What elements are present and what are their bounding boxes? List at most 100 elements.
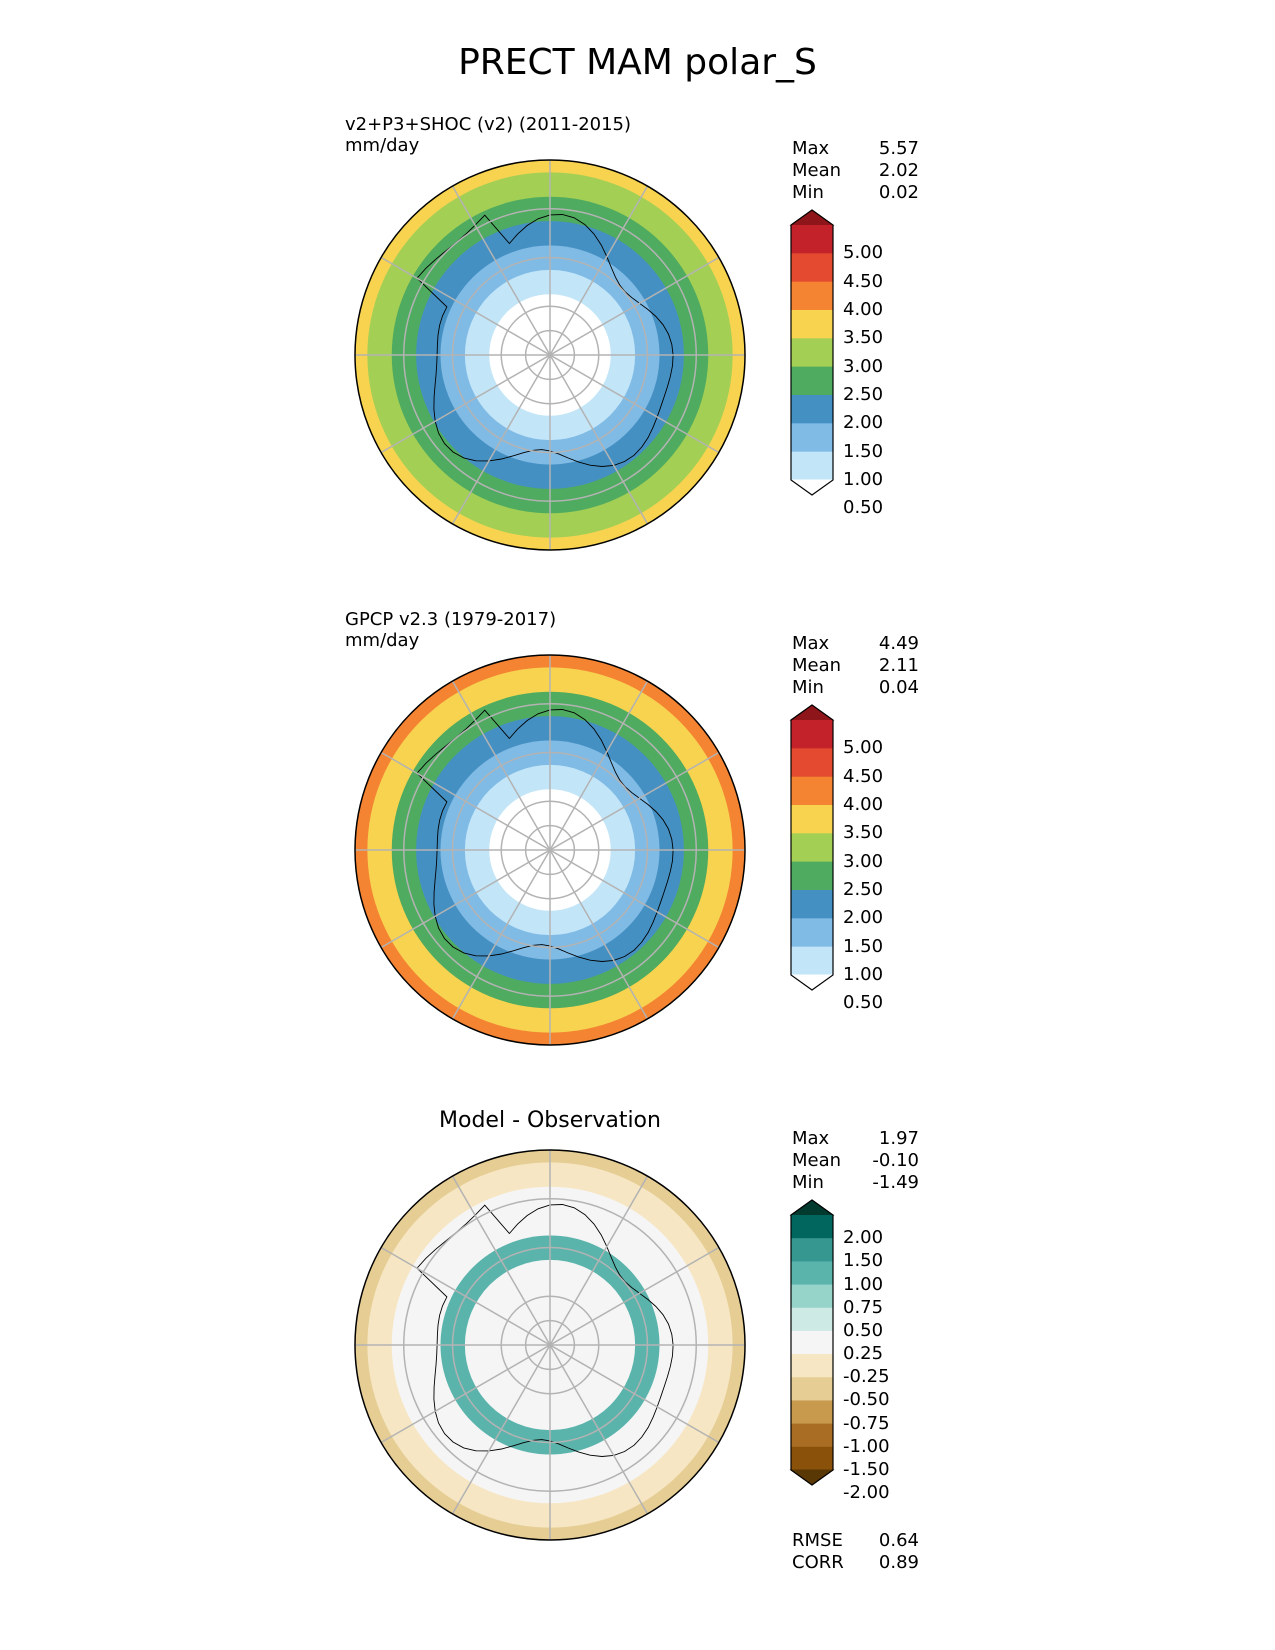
colorbar-segment (791, 861, 833, 891)
colorbar-segment (791, 281, 833, 311)
colorbar-segment (791, 253, 833, 283)
colorbar-segment (791, 1307, 833, 1332)
colorbar-tick-label: 5.00 (843, 737, 884, 759)
map-boundary (354, 654, 746, 1046)
panel-subtitle: GPCP v2.3 (1979-2017) (345, 609, 557, 630)
panel-observation: GPCP v2.3 (1979-2017) mm/day Max 4.49 Me… (0, 605, 1275, 1085)
colorbar-tick-label: 0.75 (843, 1296, 884, 1318)
stat-min-label: Min (792, 677, 824, 698)
colorbar-segment (791, 776, 833, 806)
longitude-gridline (380, 1246, 720, 1444)
colorbar-tick-label: -1.50 (843, 1459, 890, 1480)
colorbar-tick-label: 2.50 (843, 879, 884, 900)
colorbar-segment (791, 748, 833, 778)
colorbar (789, 1199, 835, 1486)
colorbar-segment (791, 1215, 833, 1239)
colorbar-segment (791, 395, 833, 424)
colorbar-segment (791, 946, 833, 976)
stat-max-label: Max (792, 633, 830, 654)
stat-max-value: 5.57 (878, 138, 919, 159)
colorbar-tick-label: 1.00 (843, 1273, 884, 1295)
colorbar-segment (791, 1330, 833, 1355)
colorbar-segment (791, 805, 833, 834)
map-boundary (354, 159, 746, 551)
colorbar-tick-label: 1.50 (843, 440, 884, 462)
colorbar-segment (791, 1423, 833, 1448)
polar-map (354, 654, 746, 1046)
longitude-gridline (380, 256, 720, 454)
colorbar-segment (791, 1377, 833, 1401)
colorbar-tick-label: 0.50 (843, 497, 884, 519)
panel-units: mm/day (345, 135, 420, 156)
colorbar-segment (791, 1354, 833, 1378)
colorbar-tick-label: 3.50 (843, 822, 884, 844)
colorbar-extension-bottom (789, 479, 835, 496)
colorbar-extension-top (789, 1199, 835, 1216)
colorbar-segment (791, 366, 833, 396)
figure-title: PRECT MAM polar_S (458, 42, 817, 83)
colorbar-tick-label: 1.00 (843, 964, 884, 985)
colorbar-tick-label: 4.00 (843, 794, 884, 815)
colorbar-tick-label: 4.50 (843, 270, 884, 292)
colorbar-segment (791, 1446, 833, 1471)
stat-mean-label: Mean (792, 655, 842, 676)
stat-mean-value: 2.11 (878, 655, 919, 676)
stat-corr-label: CORR (792, 1552, 844, 1573)
longitude-gridline (380, 751, 720, 949)
colorbar-outline (790, 704, 834, 991)
colorbar-segment (791, 423, 833, 453)
stat-mean-label: Mean (792, 1150, 842, 1171)
polar-map (354, 159, 746, 551)
colorbar (789, 704, 835, 991)
stat-mean-value: -0.10 (872, 1150, 919, 1171)
colorbar-tick-label: 1.00 (843, 469, 884, 490)
stat-min-value: -1.49 (872, 1172, 919, 1193)
colorbar-tick-label: 1.50 (843, 1250, 884, 1272)
colorbar-segment (791, 890, 833, 919)
colorbar-tick-label: 2.00 (843, 907, 884, 929)
stat-mean-value: 2.02 (878, 160, 919, 181)
colorbar-tick-label: 0.25 (843, 1343, 884, 1365)
colorbar-tick-label: 2.00 (843, 1227, 884, 1249)
stat-max-value: 4.49 (878, 633, 919, 654)
colorbar-tick-label: 3.00 (843, 850, 884, 872)
stat-rmse-value: 0.64 (878, 1530, 919, 1551)
colorbar-tick-label: 1.50 (843, 935, 884, 957)
stat-corr-value: 0.89 (878, 1552, 919, 1573)
colorbar-segment (791, 1400, 833, 1425)
colorbar-tick-label: 5.00 (843, 242, 884, 264)
colorbar-segment (791, 1261, 833, 1286)
stat-rmse-label: RMSE (792, 1530, 843, 1551)
colorbar-segment (791, 225, 833, 254)
colorbar-tick-label: 4.50 (843, 765, 884, 787)
colorbar-segment (791, 451, 833, 481)
colorbar-segment (791, 833, 833, 863)
stat-mean-label: Mean (792, 160, 842, 181)
colorbar-segment (791, 310, 833, 339)
colorbar-extension-top (789, 704, 835, 721)
colorbar-segment (791, 918, 833, 948)
colorbar-extension-bottom (789, 974, 835, 991)
stat-min-value: 0.02 (878, 182, 919, 203)
stat-max-label: Max (792, 1128, 830, 1149)
colorbar-tick-label: 3.00 (843, 355, 884, 377)
colorbar-segment (791, 1284, 833, 1309)
colorbar-outline (790, 209, 834, 496)
colorbar-tick-label: 0.50 (843, 992, 884, 1014)
colorbar-tick-label: -0.75 (843, 1412, 890, 1434)
colorbar-tick-label: -1.00 (843, 1435, 890, 1457)
panel-subtitle: Model - Observation (439, 1108, 661, 1133)
field-layer (355, 655, 745, 1045)
panel-subtitle: v2+P3+SHOC (v2) (2011-2015) (345, 114, 632, 135)
field-layer (355, 1150, 745, 1540)
colorbar-tick-label: -0.50 (843, 1389, 890, 1411)
colorbar-tick-label: 3.50 (843, 327, 884, 349)
colorbar (789, 209, 835, 496)
colorbar-tick-label: -0.25 (843, 1366, 890, 1388)
stat-max-value: 1.97 (878, 1128, 919, 1149)
stat-max-label: Max (792, 138, 830, 159)
colorbar-segment (791, 338, 833, 368)
stat-min-label: Min (792, 182, 824, 203)
colorbar-extension-top (789, 209, 835, 226)
colorbar-tick-label: -2.00 (843, 1482, 890, 1504)
